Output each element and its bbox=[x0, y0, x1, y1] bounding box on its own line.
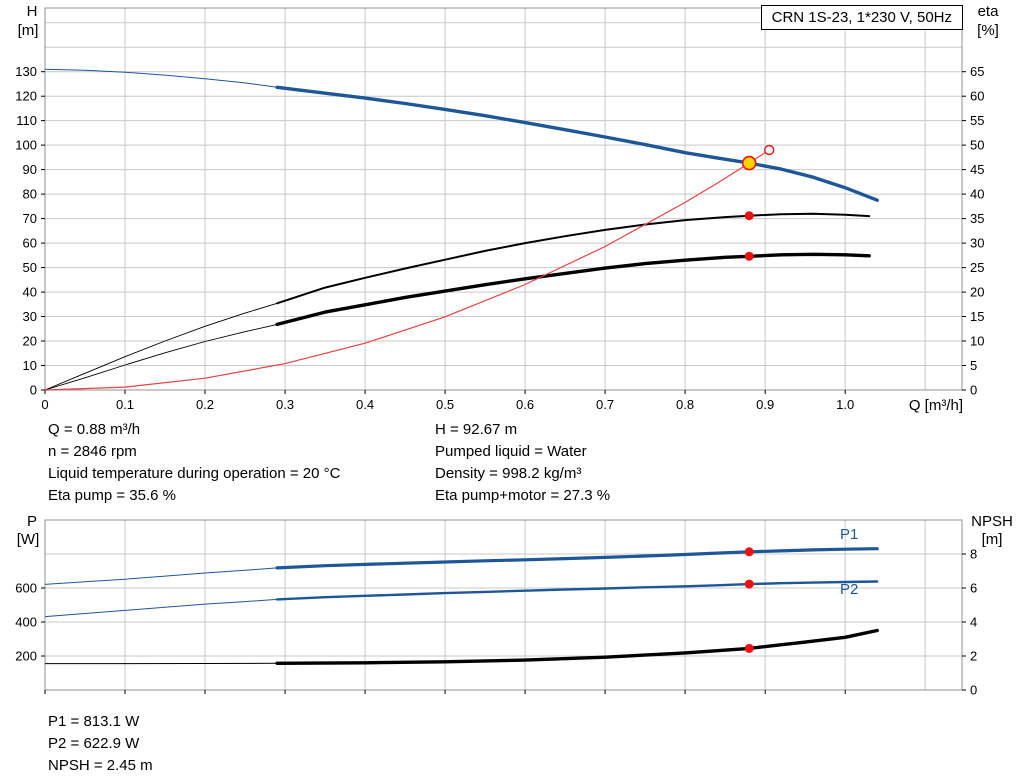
svg-text:60: 60 bbox=[23, 236, 37, 251]
svg-text:200: 200 bbox=[15, 649, 37, 664]
operating-data-right-column: H = 92.67 m Pumped liquid = Water Densit… bbox=[435, 419, 610, 507]
density-value: Density = 998.2 kg/m³ bbox=[435, 465, 582, 482]
pumped-liquid-value: Pumped liquid = Water bbox=[435, 443, 587, 460]
p2-value: P2 = 622.9 W bbox=[48, 735, 140, 752]
svg-text:0: 0 bbox=[970, 383, 977, 398]
svg-text:0: 0 bbox=[41, 397, 48, 412]
top-left-axis-unit: [m] bbox=[17, 22, 39, 39]
svg-text:600: 600 bbox=[15, 581, 37, 596]
svg-text:50: 50 bbox=[23, 260, 37, 275]
power-npsh-chart: 200 400 600 0 2 4 6 8 P1 P2 bbox=[15, 519, 977, 698]
svg-text:2: 2 bbox=[970, 649, 977, 664]
p2-curve bbox=[275, 580, 879, 601]
npsh-curve bbox=[275, 628, 879, 665]
bottom-right-axis-unit: [m] bbox=[981, 531, 1003, 548]
svg-text:4: 4 bbox=[970, 615, 977, 630]
svg-text:30: 30 bbox=[23, 309, 37, 324]
svg-text:130: 130 bbox=[15, 64, 37, 79]
svg-text:10: 10 bbox=[23, 358, 37, 373]
curve-label-p1: P1 bbox=[840, 526, 858, 543]
svg-text:0.2: 0.2 bbox=[196, 397, 214, 412]
svg-text:0.5: 0.5 bbox=[436, 397, 454, 412]
npsh-value: NPSH = 2.45 m bbox=[48, 757, 153, 774]
svg-text:30: 30 bbox=[970, 236, 984, 251]
svg-text:90: 90 bbox=[23, 162, 37, 177]
svg-text:0.3: 0.3 bbox=[276, 397, 294, 412]
head-value: H = 92.67 m bbox=[435, 421, 518, 438]
svg-text:10: 10 bbox=[970, 334, 984, 349]
svg-text:110: 110 bbox=[16, 113, 37, 128]
svg-text:0.7: 0.7 bbox=[596, 397, 614, 412]
eta-pump-curve-lead bbox=[44, 302, 278, 391]
eta-pump-motor-value: Eta pump+motor = 27.3 % bbox=[435, 487, 611, 504]
top-left-axis-name: H bbox=[26, 3, 38, 20]
svg-text:45: 45 bbox=[970, 162, 984, 177]
head-curve bbox=[275, 85, 879, 202]
svg-text:0.9: 0.9 bbox=[756, 397, 774, 412]
svg-text:40: 40 bbox=[970, 187, 984, 202]
operating-point-dot bbox=[744, 211, 754, 221]
svg-text:70: 70 bbox=[23, 211, 37, 226]
speed-value: n = 2846 rpm bbox=[48, 443, 137, 460]
svg-text:80: 80 bbox=[23, 187, 37, 202]
svg-text:0: 0 bbox=[970, 683, 977, 698]
bottom-right-axis-name: NPSH bbox=[971, 513, 1013, 530]
eta-pump-motor-curve bbox=[275, 252, 871, 327]
operating-point-dot bbox=[744, 643, 754, 653]
svg-text:8: 8 bbox=[970, 547, 977, 562]
head-curve-lead bbox=[44, 68, 278, 88]
power-data-block: P1 = 813.1 W P2 = 622.9 W NPSH = 2.45 m bbox=[48, 711, 153, 777]
operating-point-dot bbox=[744, 579, 754, 589]
svg-text:50: 50 bbox=[970, 138, 984, 153]
flow-value: Q = 0.88 m³/h bbox=[48, 421, 141, 438]
svg-text:5: 5 bbox=[970, 358, 977, 373]
p2-curve-lead bbox=[44, 598, 278, 618]
bottom-left-axis-name: P bbox=[26, 513, 37, 530]
svg-text:20: 20 bbox=[23, 334, 37, 349]
top-right-axis-name: eta bbox=[977, 3, 999, 20]
svg-text:15: 15 bbox=[970, 309, 984, 324]
bottom-left-axis-unit: [W] bbox=[16, 531, 40, 548]
svg-text:400: 400 bbox=[15, 615, 37, 630]
eta-pump-motor-curve-lead bbox=[44, 323, 278, 391]
svg-text:40: 40 bbox=[23, 285, 37, 300]
svg-text:0.8: 0.8 bbox=[676, 397, 694, 412]
preview-point-marker bbox=[764, 144, 775, 156]
liquid-temperature-value: Liquid temperature during operation = 20… bbox=[48, 465, 341, 482]
p1-curve bbox=[275, 547, 879, 570]
curve-label-p2: P2 bbox=[840, 581, 858, 598]
svg-text:100: 100 bbox=[15, 138, 37, 153]
svg-text:55: 55 bbox=[970, 113, 984, 128]
svg-text:25: 25 bbox=[970, 260, 984, 275]
top-right-axis-unit: [%] bbox=[977, 22, 999, 39]
svg-text:1.0: 1.0 bbox=[836, 397, 854, 412]
svg-text:65: 65 bbox=[970, 64, 984, 79]
svg-text:0: 0 bbox=[30, 383, 37, 398]
svg-text:0.6: 0.6 bbox=[516, 397, 534, 412]
svg-text:60: 60 bbox=[970, 89, 984, 104]
eta-pump-curve bbox=[276, 212, 871, 305]
x-axis-label: Q [m³/h] bbox=[908, 397, 963, 414]
svg-text:120: 120 bbox=[15, 89, 37, 104]
eta-pump-value: Eta pump = 35.6 % bbox=[48, 487, 176, 504]
system-curve bbox=[44, 149, 770, 391]
operating-point-dot bbox=[744, 547, 754, 557]
duty-point-marker[interactable] bbox=[741, 155, 757, 171]
svg-text:6: 6 bbox=[970, 581, 977, 596]
svg-text:35: 35 bbox=[970, 211, 984, 226]
qh-eta-chart: 0 0.1 0.2 0.3 0.4 0.5 0.6 0.7 0.8 0.9 1.0 0 10 20 30 40… bbox=[15, 7, 984, 412]
pump-model-title: CRN 1S-23, 1*230 V, 50Hz bbox=[760, 5, 963, 30]
operating-point-dot bbox=[744, 251, 754, 261]
svg-text:20: 20 bbox=[970, 285, 984, 300]
p1-curve-lead bbox=[44, 567, 278, 585]
p1-value: P1 = 813.1 W bbox=[48, 713, 140, 730]
svg-text:0.1: 0.1 bbox=[116, 397, 134, 412]
svg-text:0.4: 0.4 bbox=[356, 397, 374, 412]
operating-data-left-column: Q = 0.88 m³/h n = 2846 rpm Liquid temper… bbox=[48, 419, 340, 507]
